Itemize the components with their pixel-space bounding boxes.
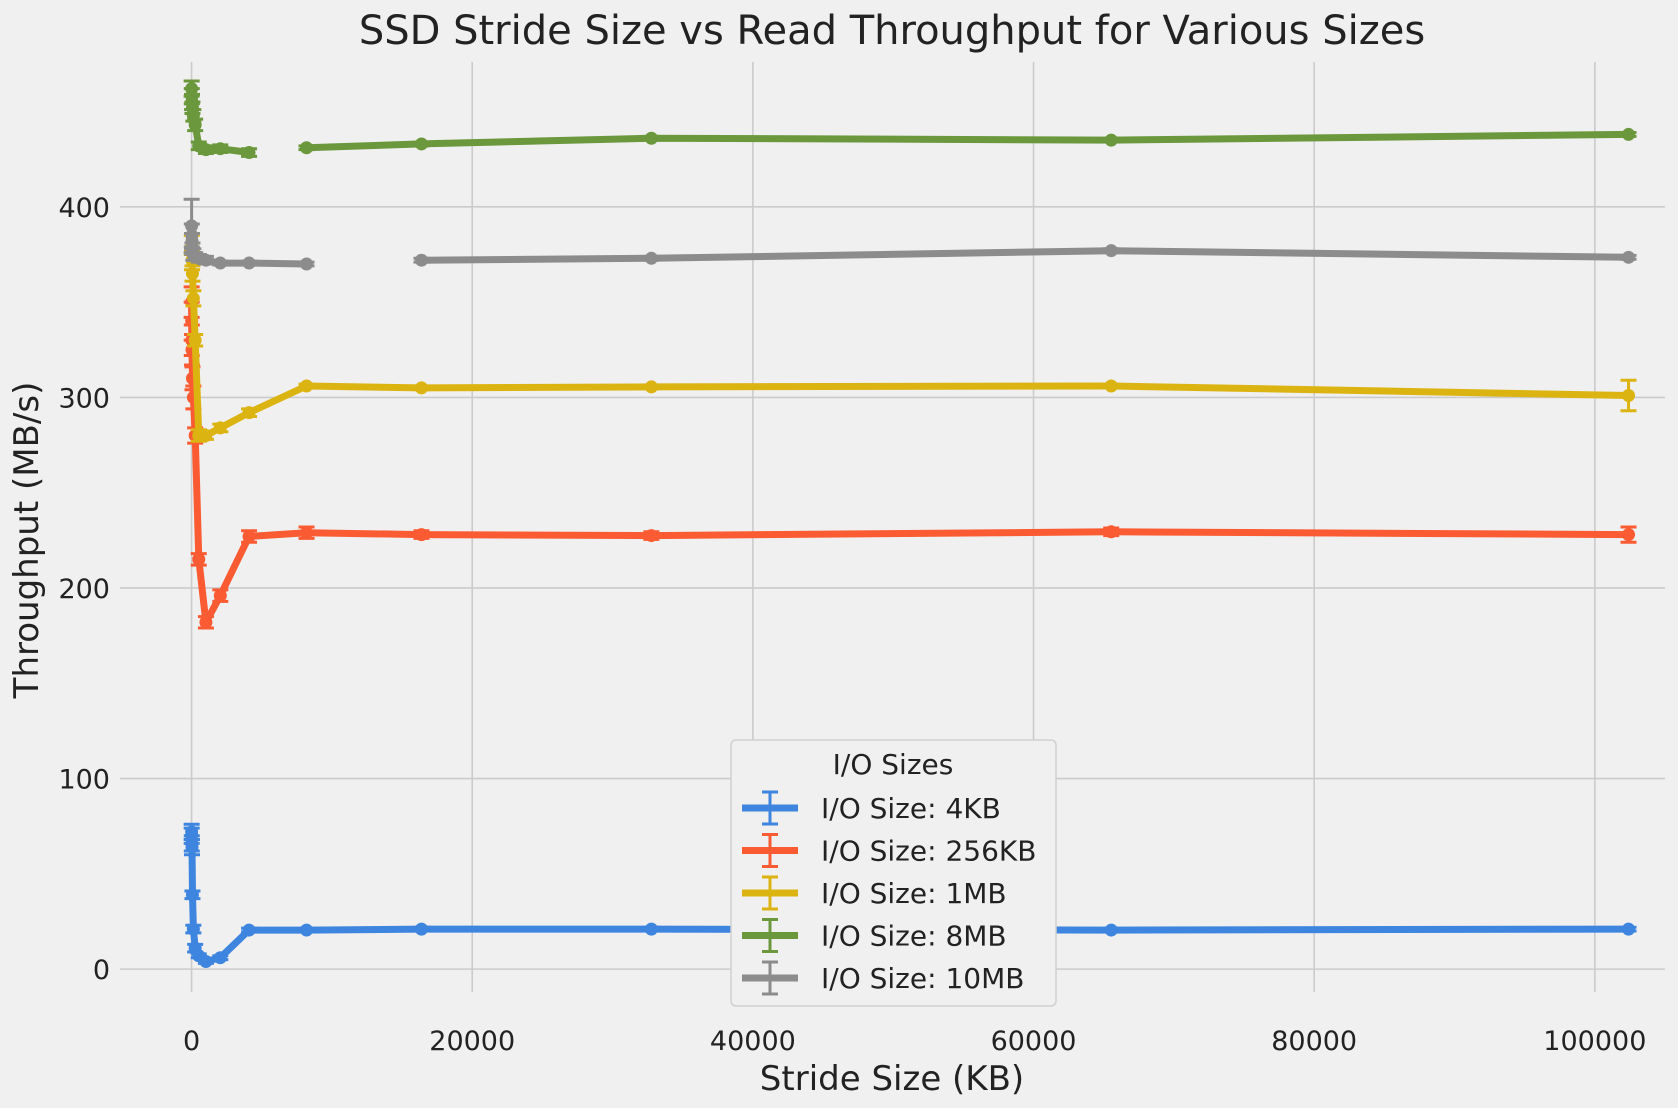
- data-point: [199, 615, 213, 629]
- data-point: [644, 251, 658, 265]
- data-point: [185, 840, 199, 854]
- data-point: [414, 381, 428, 395]
- y-tick-label: 300: [58, 383, 110, 414]
- x-tick-label: 100000: [1543, 1026, 1646, 1057]
- data-point: [414, 253, 428, 267]
- legend-label: I/O Size: 10MB: [821, 962, 1024, 995]
- data-point: [300, 379, 314, 393]
- data-point: [242, 406, 256, 420]
- x-tick-label: 0: [183, 1026, 200, 1057]
- data-point: [1622, 528, 1636, 542]
- data-point: [1104, 379, 1118, 393]
- legend-items: I/O Size: 4KB I/O Size: 256KB I/O Size: 1M…: [742, 790, 1036, 996]
- data-point: [1104, 923, 1118, 937]
- data-point: [186, 922, 200, 936]
- data-point: [242, 146, 256, 160]
- data-point: [300, 923, 314, 937]
- legend-label: I/O Size: 8MB: [821, 920, 1007, 953]
- x-axis-label: Stride Size (KB): [760, 1059, 1024, 1099]
- chart-title: SSD Stride Size vs Read Throughput for V…: [359, 8, 1425, 54]
- y-tick-label: 0: [93, 955, 110, 986]
- legend-item-1: I/O Size: 4KB: [742, 790, 1001, 826]
- data-point: [185, 267, 199, 281]
- x-tick-label: 40000: [710, 1026, 796, 1057]
- x-tick-label: 20000: [429, 1026, 515, 1057]
- series-line: [418, 247, 1632, 264]
- series-5: [183, 197, 1637, 271]
- data-point: [199, 143, 213, 157]
- legend-label: I/O Size: 4KB: [821, 792, 1001, 825]
- data-point: [213, 951, 227, 965]
- legend-box: [730, 739, 1057, 1007]
- data-point: [300, 257, 314, 271]
- y-tick-label: 400: [58, 193, 110, 224]
- data-point: [213, 256, 227, 270]
- y-tick-label: 200: [58, 574, 110, 605]
- data-point: [242, 530, 256, 544]
- data-point: [188, 118, 202, 132]
- data-point: [644, 131, 658, 145]
- grid: [120, 62, 1665, 992]
- legend-item-5: I/O Size: 10MB: [742, 960, 1024, 996]
- data-point: [644, 529, 658, 543]
- data-point: [242, 256, 256, 270]
- data-point: [300, 141, 314, 155]
- series-layer: [183, 79, 1637, 969]
- data-point: [199, 429, 213, 443]
- data-point: [414, 922, 428, 936]
- data-point: [192, 552, 206, 566]
- data-point: [213, 421, 227, 435]
- data-point: [414, 137, 428, 151]
- legend-item-3: I/O Size: 1MB: [742, 875, 1007, 911]
- x-tick-label: 60000: [991, 1026, 1077, 1057]
- data-point: [1104, 133, 1118, 147]
- data-point: [199, 955, 213, 969]
- data-point: [213, 589, 227, 603]
- data-point: [185, 888, 199, 902]
- data-point: [644, 922, 658, 936]
- series-4: [183, 79, 1637, 160]
- legend-label: I/O Size: 256KB: [821, 835, 1036, 868]
- legend-title: I/O Sizes: [833, 748, 954, 781]
- data-point: [213, 142, 227, 156]
- series-1: [183, 822, 1637, 969]
- legend-item-4: I/O Size: 8MB: [742, 918, 1007, 953]
- data-point: [1622, 389, 1636, 403]
- x-tick-label: 80000: [1271, 1026, 1357, 1057]
- ticks: 0 20000 40000 60000 80000 100000 0 100 200 300 400: [58, 193, 1646, 1057]
- data-point: [1104, 525, 1118, 539]
- data-point: [186, 291, 200, 305]
- data-point: [1622, 127, 1636, 141]
- legend-item-2: I/O Size: 256KB: [742, 833, 1036, 868]
- data-point: [644, 380, 658, 394]
- data-point: [1622, 250, 1636, 264]
- data-point: [199, 253, 213, 267]
- y-axis-label: Throughput (MB/s): [7, 382, 47, 700]
- legend-label: I/O Size: 1MB: [821, 877, 1007, 910]
- y-tick-label: 100: [58, 765, 110, 796]
- data-point: [1622, 922, 1636, 936]
- data-point: [242, 923, 256, 937]
- data-point: [188, 333, 202, 347]
- data-point: [300, 526, 314, 540]
- data-point: [1104, 244, 1118, 258]
- data-point: [414, 528, 428, 542]
